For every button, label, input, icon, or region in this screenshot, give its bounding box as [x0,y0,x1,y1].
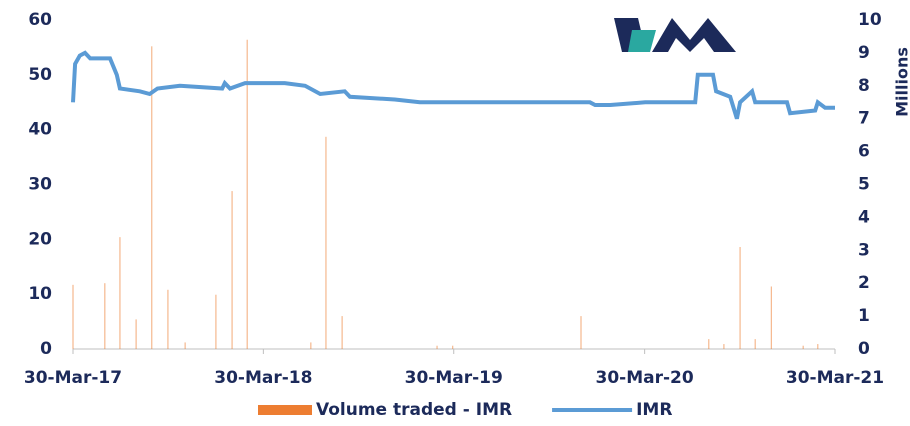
bar [802,345,804,349]
y-tick-label: 10 [28,284,52,304]
bar [231,191,233,349]
y2-tick-label: 6 [858,142,870,162]
y-tick-label: 60 [28,10,52,30]
x-tick-label: 30-Mar-18 [214,368,312,388]
bar [72,284,74,349]
bar [817,344,819,349]
y2-tick-label: 3 [858,240,870,260]
y-tick-label: 20 [28,229,52,249]
y-tick-label: 40 [28,120,52,140]
x-tick-label: 30-Mar-17 [24,368,122,388]
bar [341,316,343,349]
bar [436,345,438,349]
y2-tick-label: 1 [858,306,870,326]
y2-axis-label: Millions [893,47,910,117]
y2-tick-label: 7 [858,109,870,129]
bar [104,283,106,349]
legend-swatch [258,405,312,415]
y2-tick-label: 4 [858,207,870,227]
x-tick-label: 30-Mar-20 [596,368,694,388]
legend-label: Volume traded - IMR [316,400,512,420]
y2-tick-label: 9 [858,43,870,63]
logo [614,18,736,52]
bar [723,344,725,349]
bar [184,342,186,349]
bar [770,286,772,349]
bar [580,316,582,349]
bar [325,136,327,349]
y2-tick-label: 10 [858,10,882,30]
y2-tick-label: 0 [858,339,870,359]
y2-tick-label: 8 [858,76,870,96]
bar [452,345,454,349]
y-tick-label: 0 [40,339,52,359]
bar [754,339,756,349]
bar [739,247,741,349]
bar [246,39,248,350]
bar [151,46,153,349]
y-tick-label: 50 [28,65,52,85]
x-tick-label: 30-Mar-21 [786,368,884,388]
bar [708,339,710,349]
y2-tick-label: 2 [858,273,870,293]
y-tick-label: 30 [28,175,52,195]
bar [310,342,312,349]
y2-tick-label: 5 [858,175,870,195]
bar [119,237,121,349]
legend-label: IMR [636,400,672,420]
x-tick-label: 30-Mar-19 [405,368,503,388]
bar [215,294,217,349]
line [71,50,835,120]
bar [135,319,137,349]
bar [167,289,169,349]
